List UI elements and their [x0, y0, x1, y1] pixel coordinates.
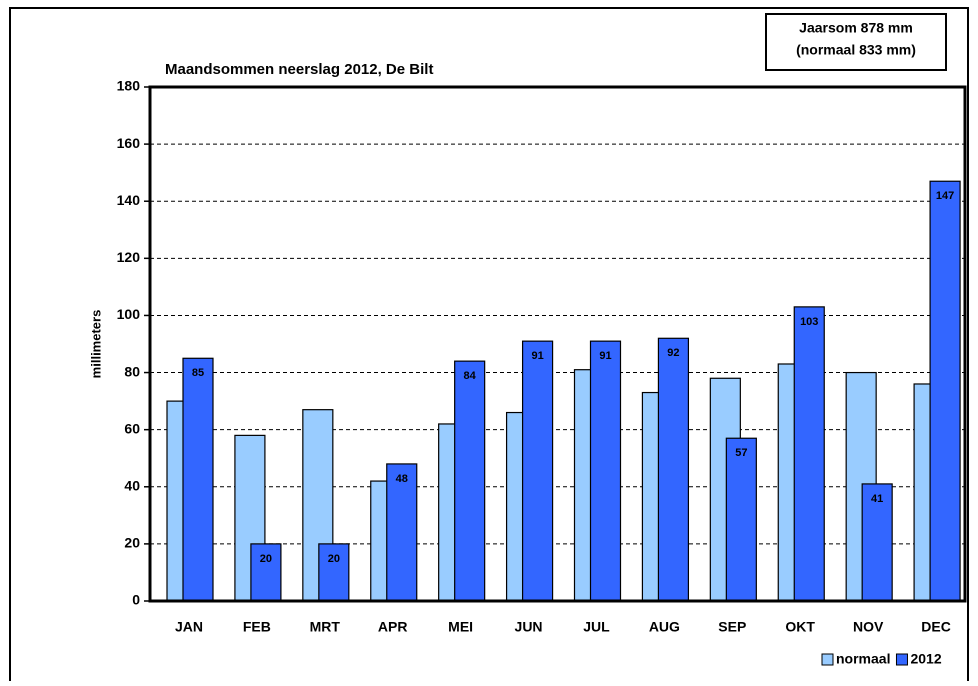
bar — [182, 357, 214, 602]
data-label: 20 — [328, 553, 340, 565]
annotation-box — [765, 13, 947, 71]
y-tick-label: 100 — [117, 306, 141, 322]
bar — [657, 337, 690, 602]
x-tick-label: JUN — [515, 619, 543, 635]
y-tick-label: 20 — [124, 535, 140, 551]
frame — [9, 7, 969, 686]
x-tick-label: APR — [378, 619, 408, 635]
chart-title: Maandsommen neerslag 2012, De Bilt — [165, 61, 433, 78]
bar — [861, 483, 893, 602]
x-tick-label: SEP — [718, 619, 746, 635]
y-tick-label: 180 — [117, 78, 141, 94]
x-tick-label: MEI — [448, 619, 473, 635]
bar — [250, 543, 282, 602]
annotation: (normaal 833 mm) — [796, 42, 916, 58]
y-tick-label: 0 — [132, 592, 140, 608]
data-label: 91 — [599, 350, 611, 362]
data-label: 92 — [667, 347, 679, 359]
y-tick-label: 80 — [124, 363, 140, 379]
bar — [454, 360, 486, 602]
plot-border — [148, 85, 967, 603]
x-tick-label: DEC — [921, 619, 951, 635]
data-label: 91 — [531, 350, 543, 362]
bar — [929, 180, 961, 602]
x-tick-label: JAN — [175, 619, 203, 635]
x-tick-label: MRT — [310, 619, 341, 635]
y-tick-label: 140 — [117, 192, 141, 208]
x-tick-label: AUG — [649, 619, 680, 635]
data-label: 41 — [871, 493, 883, 505]
annotation: Jaarsom 878 mm — [799, 20, 913, 36]
data-label: 85 — [192, 367, 204, 379]
data-label: 103 — [800, 316, 818, 328]
bar — [793, 306, 825, 602]
bar — [521, 340, 554, 602]
bar — [386, 463, 418, 602]
y-axis-label: millimeters — [88, 310, 103, 379]
x-tick-label: NOV — [853, 619, 884, 635]
legend-label: normaal — [836, 651, 890, 667]
data-label: 147 — [936, 190, 954, 202]
data-label: 48 — [396, 473, 408, 485]
bar — [725, 437, 757, 602]
y-tick-label: 40 — [124, 477, 140, 493]
legend-label: 2012 — [910, 651, 941, 667]
legend-swatch — [895, 653, 908, 666]
data-label: 20 — [260, 553, 272, 565]
y-tick-label: 160 — [117, 135, 141, 151]
x-tick-label: OKT — [785, 619, 815, 635]
data-label: 84 — [464, 370, 477, 382]
x-tick-label: FEB — [243, 619, 271, 635]
y-tick-label: 120 — [117, 249, 141, 265]
y-tick-label: 60 — [124, 420, 140, 436]
data-label: 57 — [735, 447, 747, 459]
bar — [589, 340, 622, 602]
x-tick-label: JUL — [583, 619, 610, 635]
legend-swatch — [821, 653, 834, 666]
